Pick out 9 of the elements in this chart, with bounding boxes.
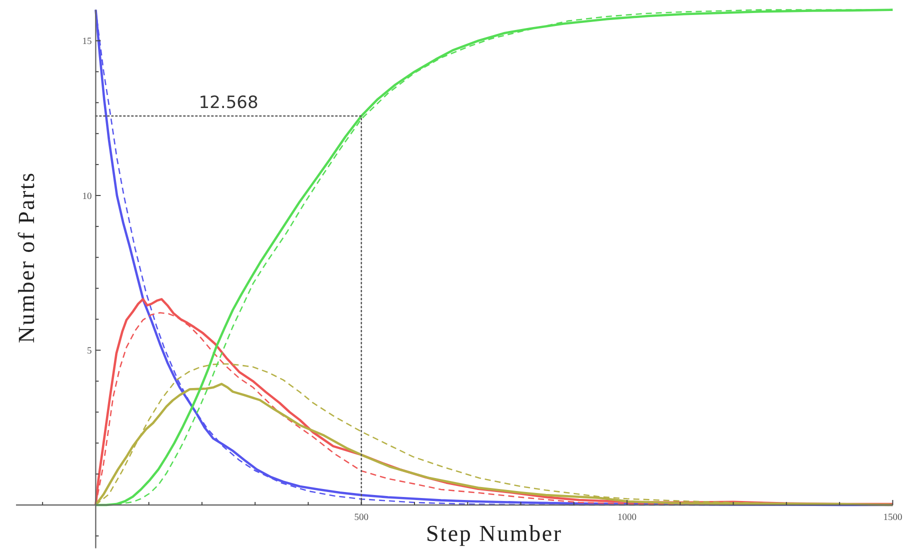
x-axis-title: Step Number [426, 521, 562, 546]
x-tick-label: 1500 [883, 512, 902, 523]
annotation: 12.568 [198, 93, 258, 114]
y-axis-title: Number of Parts [14, 172, 39, 344]
y-tick-label: 15 [82, 37, 92, 48]
y-tick-label: 10 [82, 192, 92, 202]
y-tick-label: 5 [86, 346, 92, 357]
x-tick-label: 500 [354, 512, 369, 523]
x-tick-label: 1000 [618, 512, 637, 523]
